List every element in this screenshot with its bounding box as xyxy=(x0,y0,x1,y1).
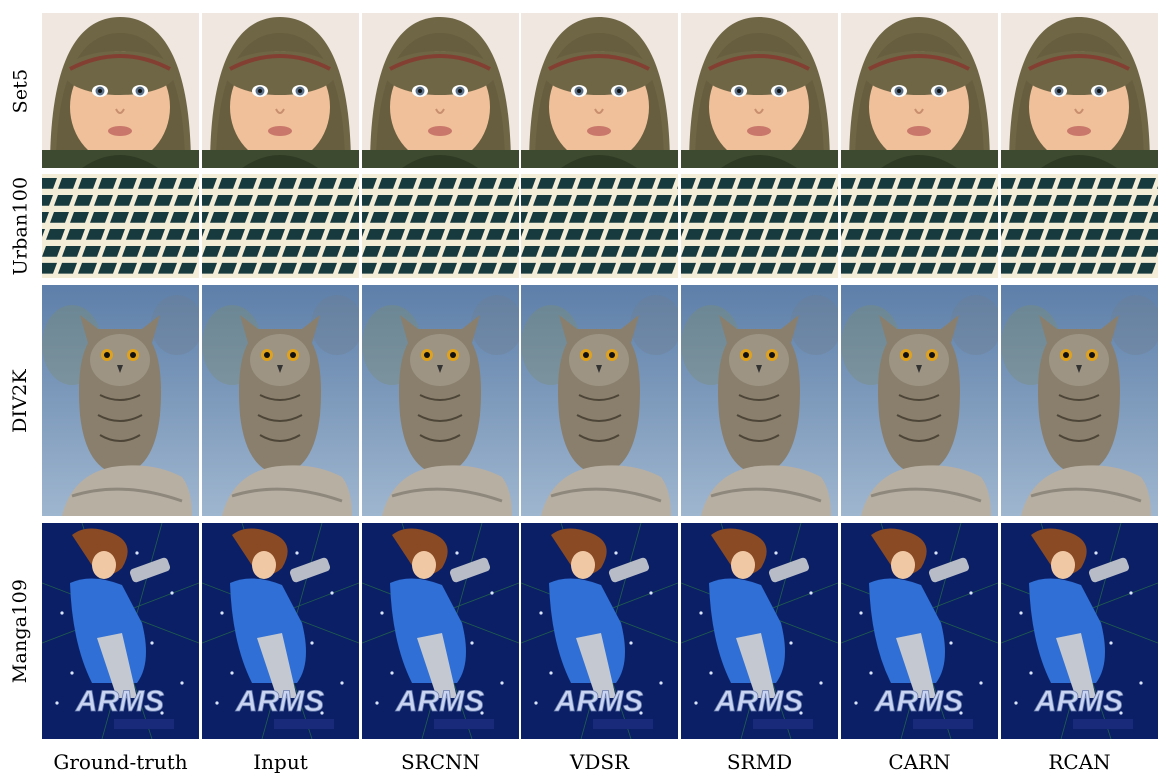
col-label-vdsr: VDSR xyxy=(569,750,630,774)
owl-on-rock-picture xyxy=(42,285,199,516)
row-label-set5: Set5 xyxy=(9,68,32,113)
col-label-srmd: SRMD xyxy=(726,750,793,774)
col-label-ground-truth: Ground-truth xyxy=(53,750,188,774)
col-label-input: Input xyxy=(253,750,308,774)
svg-text:ARMS: ARMS xyxy=(874,685,963,718)
owl-on-rock-picture xyxy=(202,285,359,516)
baby-with-knit-hat-picture xyxy=(841,13,998,168)
col-label-rcan: RCAN xyxy=(1048,750,1111,774)
svg-text:ARMS: ARMS xyxy=(75,685,164,718)
urban100-input-image xyxy=(202,174,359,278)
col-label-srcnn: SRCNN xyxy=(400,750,481,774)
baby-with-knit-hat-picture xyxy=(521,13,678,168)
manga-cover-arms-picture: ARMS xyxy=(42,523,199,739)
row-label-manga109: Manga109 xyxy=(9,578,31,684)
building-grid-facade-picture xyxy=(202,174,359,278)
building-grid-facade-picture xyxy=(841,174,998,278)
set5-carn-image xyxy=(841,13,998,168)
div2k-rcan-image xyxy=(1001,285,1158,516)
owl-on-rock-picture xyxy=(362,285,519,516)
owl-on-rock-picture xyxy=(521,285,678,516)
set5-vdsr-image xyxy=(521,13,678,168)
row-label-div2k: DIV2K xyxy=(9,368,31,433)
urban100-srmd-image xyxy=(681,174,838,278)
manga-cover-arms-picture: ARMS xyxy=(1001,523,1158,739)
svg-text:ARMS: ARMS xyxy=(1034,685,1123,718)
set5-input-image xyxy=(202,13,359,168)
urban100-carn-image xyxy=(841,174,998,278)
svg-text:ARMS: ARMS xyxy=(235,685,324,718)
div2k-vdsr-image xyxy=(521,285,678,516)
urban100-srcnn-image xyxy=(362,174,519,278)
urban100-gt-image xyxy=(42,174,199,278)
manga109-srmd-image: ARMS xyxy=(681,523,838,739)
set5-rcan-image xyxy=(1001,13,1158,168)
set5-srcnn-image xyxy=(362,13,519,168)
baby-with-knit-hat-picture xyxy=(202,13,359,168)
manga-cover-arms-picture: ARMS xyxy=(362,523,519,739)
baby-with-knit-hat-picture xyxy=(362,13,519,168)
manga109-srcnn-image: ARMS xyxy=(362,523,519,739)
building-grid-facade-picture xyxy=(42,174,199,278)
urban100-vdsr-image xyxy=(521,174,678,278)
manga-cover-arms-picture: ARMS xyxy=(841,523,998,739)
manga-cover-arms-picture: ARMS xyxy=(521,523,678,739)
div2k-input-image xyxy=(202,285,359,516)
svg-text:ARMS: ARMS xyxy=(714,685,803,718)
baby-with-knit-hat-picture xyxy=(1001,13,1158,168)
div2k-srcnn-image xyxy=(362,285,519,516)
svg-text:ARMS: ARMS xyxy=(554,685,643,718)
owl-on-rock-picture xyxy=(681,285,838,516)
baby-with-knit-hat-picture xyxy=(42,13,199,168)
manga-cover-arms-picture: ARMS xyxy=(681,523,838,739)
manga109-carn-image: ARMS xyxy=(841,523,998,739)
div2k-carn-image xyxy=(841,285,998,516)
div2k-srmd-image xyxy=(681,285,838,516)
manga109-rcan-image: ARMS xyxy=(1001,523,1158,739)
manga109-gt-image: ARMS xyxy=(42,523,199,739)
col-label-carn: CARN xyxy=(888,750,951,774)
manga109-vdsr-image: ARMS xyxy=(521,523,678,739)
div2k-gt-image xyxy=(42,285,199,516)
set5-srmd-image xyxy=(681,13,838,168)
svg-text:ARMS: ARMS xyxy=(395,685,484,718)
owl-on-rock-picture xyxy=(1001,285,1158,516)
urban100-rcan-image xyxy=(1001,174,1158,278)
building-grid-facade-picture xyxy=(362,174,519,278)
row-label-urban100: Urban100 xyxy=(9,176,31,276)
manga109-input-image: ARMS xyxy=(202,523,359,739)
building-grid-facade-picture xyxy=(521,174,678,278)
owl-on-rock-picture xyxy=(841,285,998,516)
building-grid-facade-picture xyxy=(1001,174,1158,278)
set5-gt-image xyxy=(42,13,199,168)
building-grid-facade-picture xyxy=(681,174,838,278)
baby-with-knit-hat-picture xyxy=(681,13,838,168)
manga-cover-arms-picture: ARMS xyxy=(202,523,359,739)
